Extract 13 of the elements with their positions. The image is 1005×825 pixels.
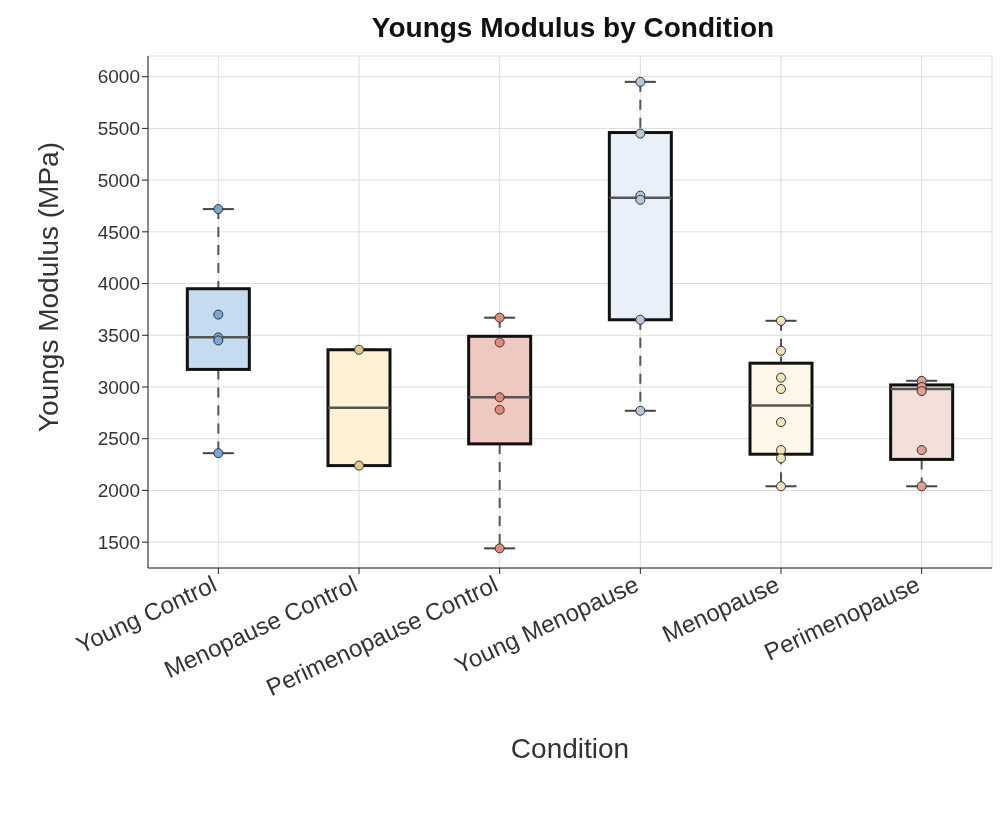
y-tick-label: 6000 <box>97 66 140 88</box>
y-tick-label: 4000 <box>97 273 140 295</box>
chart-title: Youngs Modulus by Condition <box>370 11 776 45</box>
y-tick-label: 5000 <box>97 169 140 191</box>
y-tick-label: 3000 <box>97 376 140 398</box>
y-tick-label: 5500 <box>97 118 140 140</box>
y-tick-label: 2000 <box>97 480 140 502</box>
y-tick-label: 2500 <box>97 428 140 450</box>
y-axis-title: Youngs Modulus (MPa) <box>32 141 64 432</box>
x-axis-title: Condition <box>510 733 630 764</box>
y-tick-label: 3500 <box>97 325 140 347</box>
y-tick-label: 1500 <box>97 531 140 553</box>
y-tick-label: 4500 <box>97 221 140 243</box>
